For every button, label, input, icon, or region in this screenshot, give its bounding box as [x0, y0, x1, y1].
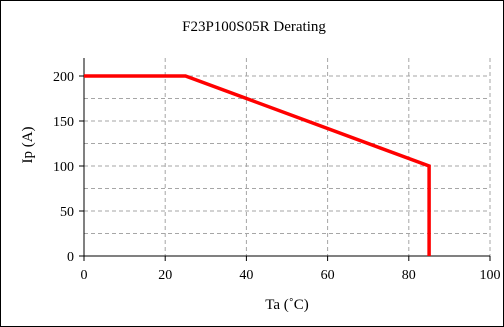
y-axis-label: Ip (A): [20, 126, 36, 163]
x-axis-label: Ta (˚C): [265, 297, 309, 313]
grid-layer: [84, 58, 491, 256]
y-tick-label: 50: [60, 205, 74, 220]
x-tick-label: 40: [239, 268, 253, 283]
x-tick-label: 20: [158, 268, 172, 283]
tick-layer: 0 50 100 150 200 0 20 40 60 80 100: [53, 70, 501, 283]
x-tick-label: 0: [81, 268, 88, 283]
y-tick-label: 100: [53, 160, 74, 175]
x-tick-label: 100: [480, 268, 501, 283]
x-tick-label: 80: [402, 268, 416, 283]
x-tick-label: 60: [321, 268, 335, 283]
y-tick-label: 0: [67, 250, 74, 265]
derating-curve: [84, 74, 431, 256]
series-layer: [84, 74, 431, 256]
y-tick-label: 200: [53, 70, 74, 85]
axis-layer: [83, 58, 490, 257]
y-tick-label: 150: [53, 115, 74, 130]
chart-title: F23P100S05R Derating: [182, 19, 326, 35]
